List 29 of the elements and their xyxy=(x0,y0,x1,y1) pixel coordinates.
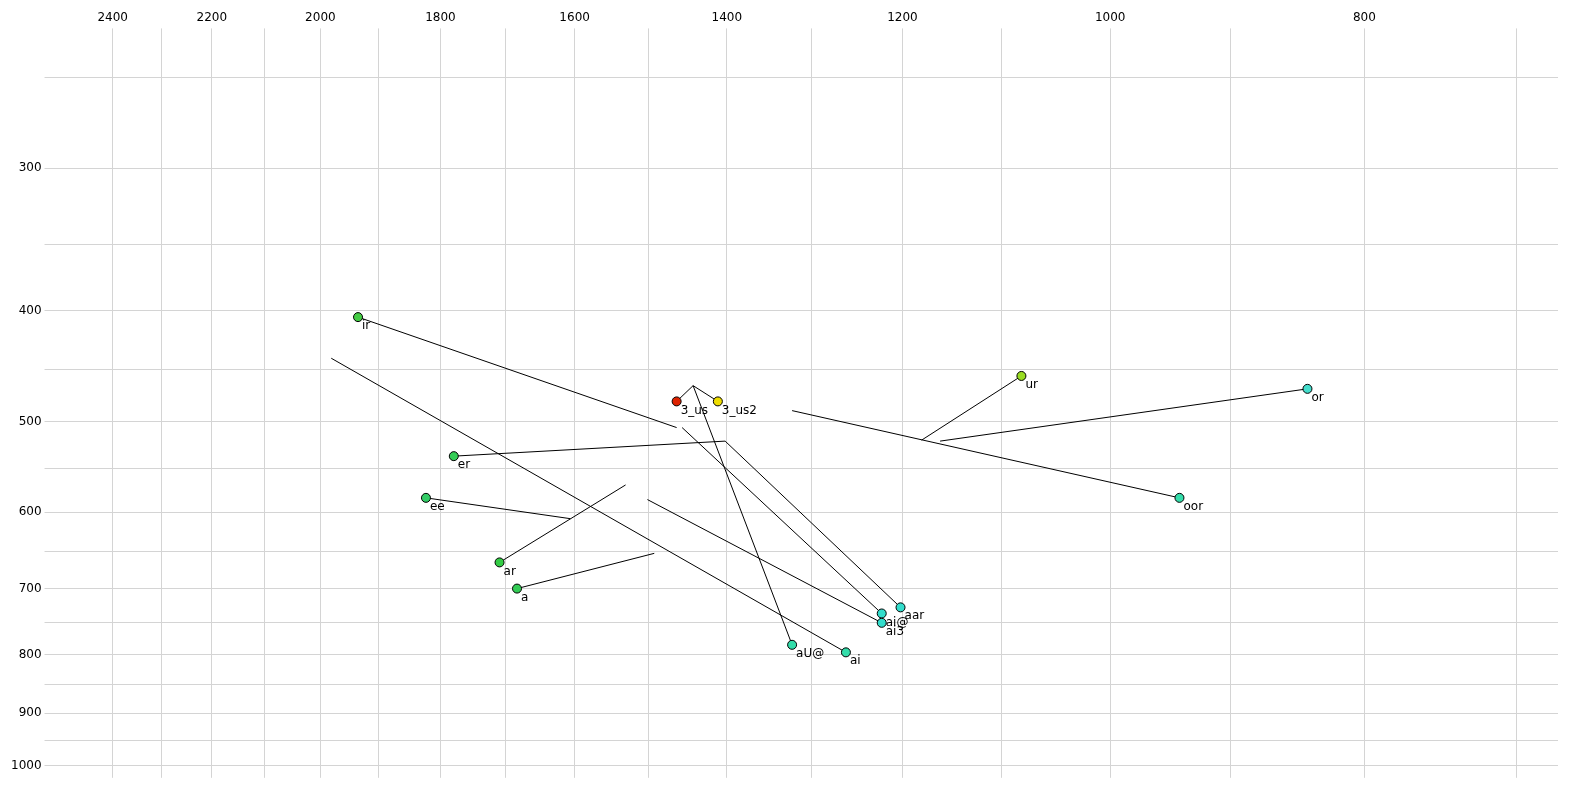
annotation: er xyxy=(457,457,471,472)
y-tick-label: 400 xyxy=(18,303,42,318)
y-tick-label: 700 xyxy=(18,580,42,595)
x-tick-label: 1800 xyxy=(425,10,456,25)
annotation: ar xyxy=(503,563,516,578)
x-tick-label: 2400 xyxy=(97,10,128,25)
y-tick-label: 300 xyxy=(18,160,42,175)
x-tick-label: 1200 xyxy=(887,10,918,25)
y-tick-label: 500 xyxy=(18,413,42,428)
annotation: ai xyxy=(849,653,861,668)
x-tick-label: 1000 xyxy=(1094,10,1126,25)
x-tick-label: 1400 xyxy=(711,10,743,25)
y-tick-label: 600 xyxy=(18,504,42,519)
annotation: ee xyxy=(429,498,445,513)
annotation: ir xyxy=(362,318,371,333)
x-tick-label: 800 xyxy=(1352,10,1376,25)
annotation: 3_us xyxy=(680,402,709,417)
annotation: 3_us2 xyxy=(721,402,758,417)
y-tick-label: 900 xyxy=(18,705,42,720)
annotation: or xyxy=(1311,389,1324,404)
x-tick-label: 2200 xyxy=(196,10,228,25)
annotation: aU@ xyxy=(796,645,825,660)
annotation: ur xyxy=(1025,377,1039,392)
x-tick-label: 2000 xyxy=(305,10,336,25)
y-tick-label: 800 xyxy=(18,646,42,661)
y-tick-label: 1000 xyxy=(10,757,42,772)
annotation: oor xyxy=(1183,498,1204,513)
x-tick-label: 1600 xyxy=(559,10,590,25)
annotation: a xyxy=(521,589,529,604)
